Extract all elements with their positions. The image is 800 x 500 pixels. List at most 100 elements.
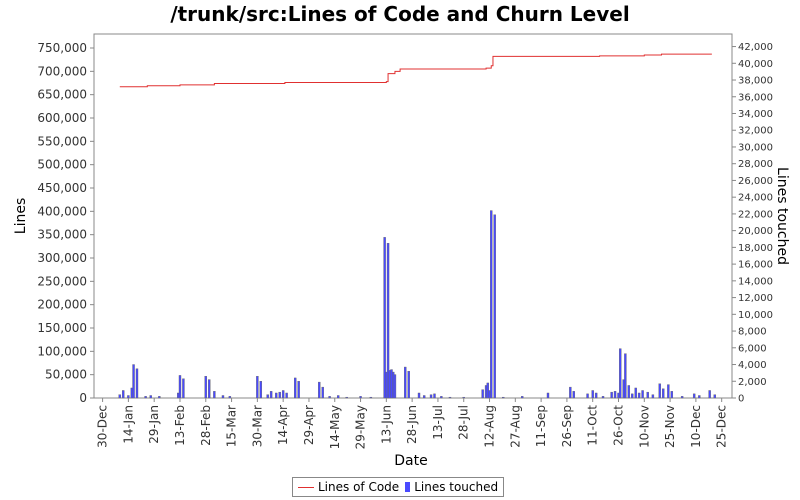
churn-bar xyxy=(637,392,641,399)
x-tick-label: 29-May xyxy=(354,405,368,449)
churn-bar xyxy=(520,396,524,399)
churn-bar xyxy=(569,386,572,399)
churn-bar xyxy=(122,390,125,399)
x-tick-label: 11-Sep xyxy=(534,405,548,447)
churn-bar xyxy=(259,381,263,399)
churn-bar xyxy=(662,388,665,399)
churn-bar xyxy=(692,393,696,399)
churn-bar xyxy=(208,379,211,399)
churn-bar xyxy=(369,396,373,399)
y-tick-label: 500,000 xyxy=(37,158,87,172)
y2-tick-label: 14,000 xyxy=(738,276,773,287)
y-tick-label: 250,000 xyxy=(37,274,87,288)
legend-line-marker xyxy=(298,486,314,488)
y2-tick-label: 36,000 xyxy=(738,92,773,103)
y-tick-label: 300,000 xyxy=(37,251,87,265)
churn-bar xyxy=(386,242,390,399)
y2-tick-label: 26,000 xyxy=(738,176,773,187)
churn-bar xyxy=(275,392,278,399)
churn-bar xyxy=(393,374,397,399)
churn-bar xyxy=(318,381,321,399)
churn-bar xyxy=(321,386,324,399)
churn-bar xyxy=(336,395,340,399)
churn-bar xyxy=(383,237,386,399)
x-tick-label: 11-Oct xyxy=(586,405,600,446)
x-tick-label: 25-Nov xyxy=(663,405,677,448)
churn-bar xyxy=(502,396,505,399)
y-tick-label: 600,000 xyxy=(37,111,87,125)
y2-tick-label: 2,000 xyxy=(738,377,767,388)
churn-bar xyxy=(422,395,426,399)
y2-tick-label: 42,000 xyxy=(738,42,773,53)
x-tick-label: 29-Jan xyxy=(147,405,161,444)
churn-bar xyxy=(591,390,594,399)
churn-bar xyxy=(631,393,634,399)
churn-bar xyxy=(594,392,598,399)
x-tick-label: 14-Apr xyxy=(276,405,290,445)
churn-bar xyxy=(680,396,684,399)
churn-bar xyxy=(619,348,622,399)
churn-bar xyxy=(713,394,717,399)
churn-bar xyxy=(601,396,605,399)
x-tick-label: 15-Mar xyxy=(225,405,239,447)
loc-line xyxy=(119,53,712,88)
y-tick-label: 550,000 xyxy=(37,134,87,148)
y-tick-label: 150,000 xyxy=(37,321,87,335)
churn-bar xyxy=(627,385,631,399)
churn-bar xyxy=(221,395,225,399)
y-axis-title: Lines xyxy=(13,198,29,234)
churn-bar xyxy=(285,392,288,399)
churn-bar xyxy=(328,396,331,399)
legend: Lines of Code Lines touched xyxy=(292,477,505,497)
y-tick-label: 200,000 xyxy=(37,298,87,312)
churn-bar xyxy=(158,396,161,399)
churn-bar xyxy=(646,391,649,399)
x-tick-label: 28-Jul xyxy=(457,405,471,440)
x-axis-title: Date xyxy=(394,453,427,469)
churn-bar xyxy=(269,391,273,399)
x-tick-label: 14-May xyxy=(328,405,342,449)
x-tick-label: 26-Oct xyxy=(612,405,626,446)
x-tick-label: 14-Jan xyxy=(121,405,135,444)
legend-label-lines-of-code: Lines of Code xyxy=(318,480,400,494)
y2-tick-label: 12,000 xyxy=(738,293,773,304)
y2-tick-label: 10,000 xyxy=(738,310,773,321)
y2-tick-label: 8,000 xyxy=(738,327,767,338)
churn-bar xyxy=(132,364,135,399)
x-tick-label: 27-Aug xyxy=(508,405,522,448)
churn-bar xyxy=(294,377,297,399)
churn-bar xyxy=(448,396,452,399)
x-tick-label: 10-Dec xyxy=(689,405,703,448)
churn-bar xyxy=(345,396,348,399)
x-tick-label: 30-Mar xyxy=(250,405,264,447)
churn-bar xyxy=(178,375,182,399)
churn-bar xyxy=(404,366,407,399)
y2-tick-label: 28,000 xyxy=(738,159,773,170)
churn-bar xyxy=(182,378,185,399)
y-tick-label: 400,000 xyxy=(37,204,87,218)
churn-bar xyxy=(433,393,436,399)
churn-bar xyxy=(586,393,589,399)
y2-tick-label: 24,000 xyxy=(738,193,773,204)
y-tick-label: 650,000 xyxy=(37,88,87,102)
churn-bar xyxy=(213,391,216,399)
y2-tick-label: 22,000 xyxy=(738,209,773,220)
y2-tick-label: 30,000 xyxy=(738,142,773,153)
x-tick-label: 25-Dec xyxy=(715,405,729,448)
plot-area xyxy=(93,33,733,399)
x-tick-label: 29-Apr xyxy=(302,405,316,445)
churn-bar xyxy=(658,383,661,399)
y-tick-label: 50,000 xyxy=(45,368,87,382)
x-tick-label: 13-Feb xyxy=(173,405,187,446)
churn-bar xyxy=(359,396,362,399)
y-tick-label: 0 xyxy=(79,391,87,405)
y2-tick-label: 38,000 xyxy=(738,76,773,87)
churn-bar xyxy=(228,396,232,399)
churn-bar xyxy=(281,390,285,399)
x-tick-label: 30-Dec xyxy=(96,405,110,448)
y-tick-label: 450,000 xyxy=(37,181,87,195)
churn-bar xyxy=(481,389,484,399)
y-tick-label: 100,000 xyxy=(37,344,87,358)
churn-bar xyxy=(297,381,300,399)
